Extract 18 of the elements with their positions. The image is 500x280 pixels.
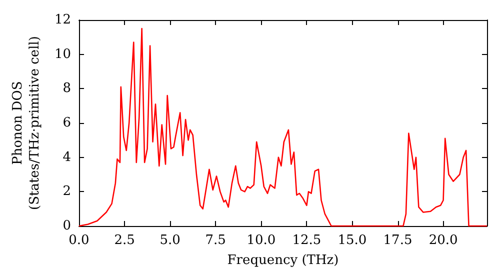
x-axis-title: Frequency (THz): [227, 252, 339, 268]
x-tick-label: 20.0: [428, 233, 458, 248]
y-tick-label: 10: [54, 46, 71, 62]
y-tick-label: 2: [62, 184, 71, 200]
y-axis-title: Phonon DOS (States/THz·primitive cell): [10, 36, 43, 210]
x-tick-label: 15.0: [338, 233, 367, 248]
y-tick-label: 6: [62, 116, 71, 130]
y-tick-label: 0: [62, 218, 71, 234]
x-tick-label: 5.0: [160, 233, 180, 248]
x-tick-label: 10.0: [246, 233, 276, 248]
y-tick-label: 12: [54, 12, 71, 28]
x-tick-label: 2.5: [114, 233, 135, 248]
y-tick-label: 8: [62, 81, 71, 96]
y-tick-label: 4: [62, 150, 71, 165]
x-tick-label: 7.5: [205, 233, 226, 248]
x-tick-label: 0.0: [68, 233, 90, 248]
x-tick-label: 17.5: [383, 233, 412, 248]
x-tick-label: 12.5: [292, 233, 322, 248]
